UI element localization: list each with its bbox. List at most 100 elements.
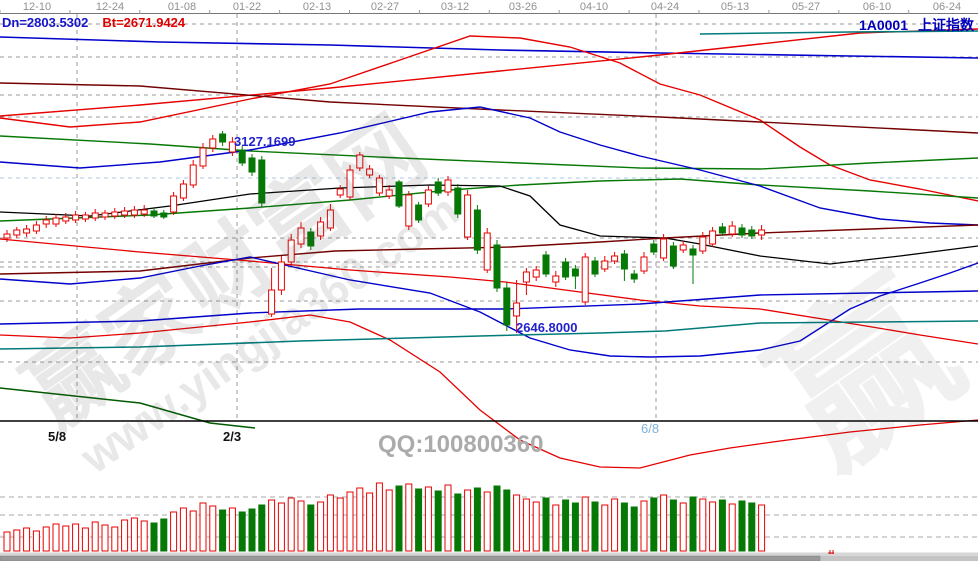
volume-bar — [444, 484, 452, 552]
volume-bar — [13, 529, 21, 552]
candle-body — [611, 255, 619, 262]
volume-bar — [748, 502, 756, 552]
volume-bar — [630, 506, 638, 552]
candle-body — [424, 189, 432, 205]
candle-body — [258, 159, 266, 204]
candle-body — [287, 239, 295, 263]
line-blue-flat — [0, 290, 978, 325]
volume-bar — [699, 498, 707, 552]
candle-body — [32, 224, 40, 232]
candle-body — [23, 228, 31, 234]
candle-body — [248, 157, 256, 173]
indicator-lines — [0, 28, 978, 469]
candle-body — [679, 244, 687, 251]
volume-bar — [346, 491, 354, 552]
volume-bar — [219, 509, 227, 552]
candle-body — [268, 289, 276, 315]
scrollbar-band — [0, 552, 978, 556]
candle-body — [434, 181, 442, 194]
volume-bar — [473, 487, 481, 552]
volume-bar — [356, 487, 364, 552]
candle-body — [444, 179, 452, 193]
volume-bar — [532, 501, 540, 552]
candle-body — [179, 183, 187, 199]
candle-body — [111, 211, 119, 217]
candle-body — [532, 269, 540, 278]
candle-body — [562, 261, 570, 278]
line-maroon-top — [0, 82, 978, 134]
volume-bar — [130, 517, 138, 552]
volume-bar — [522, 498, 530, 552]
volume-bar — [650, 497, 658, 552]
candle-body — [81, 214, 89, 220]
candle-body — [326, 209, 334, 229]
volume-bar — [758, 504, 766, 552]
symbol-label[interactable]: 1A0001 上证指数 — [849, 15, 974, 35]
candle-body — [140, 209, 148, 215]
volume-bar — [179, 507, 187, 552]
volume-bar — [23, 527, 31, 552]
candle-body — [581, 256, 589, 303]
line-blue-arch — [0, 106, 978, 226]
volume-bar — [81, 527, 89, 552]
volume-bar — [111, 526, 119, 552]
candle-body — [473, 209, 481, 251]
axis-date-label: 05-27 — [792, 1, 820, 13]
volume-bar — [170, 511, 178, 552]
volume-bars — [3, 482, 766, 552]
candle-body — [718, 226, 726, 234]
candle-body — [640, 256, 648, 272]
volume-bar — [52, 523, 60, 552]
candle-body — [160, 212, 168, 218]
candle-body — [483, 232, 491, 271]
candle-body — [385, 189, 393, 197]
volume-bar — [62, 525, 70, 552]
candle-body — [669, 245, 677, 267]
axis-date-label: 04-24 — [651, 1, 679, 13]
candle-body — [709, 230, 717, 245]
line-darkgreen-diagonal — [0, 387, 256, 429]
volume-bar — [42, 526, 50, 552]
date-axis: 12-10 12-24 01-08 01-22 02-13 02-27 03-12 03-26… — [0, 1, 978, 14]
candle-body — [454, 187, 462, 215]
volume-bar — [640, 500, 648, 552]
candle-body — [591, 260, 599, 275]
volume-bar — [336, 497, 344, 552]
candle-body — [405, 194, 413, 227]
volume-bar — [375, 482, 383, 552]
line-green-lower — [0, 178, 978, 222]
candle-body — [101, 212, 109, 218]
volume-bar — [326, 494, 334, 552]
candle-body — [42, 219, 50, 225]
line-green-upper — [0, 135, 978, 170]
scrollbar-thumb[interactable] — [0, 555, 821, 561]
volume-bar — [268, 499, 276, 552]
volume-bar — [669, 499, 677, 552]
volume-bar — [121, 519, 129, 552]
volume-bar — [248, 508, 256, 552]
candle-body — [317, 221, 325, 237]
volume-bar — [503, 489, 511, 552]
volume-bar — [287, 497, 295, 552]
candle-body — [366, 168, 374, 176]
volume-bar — [72, 523, 80, 552]
axis-date-label: 03-12 — [441, 1, 469, 13]
volume-bar — [679, 502, 687, 552]
volume-bar — [454, 493, 462, 552]
axis-date-label: 04-10 — [580, 1, 608, 13]
volume-bar — [228, 507, 236, 552]
candle-body — [748, 229, 756, 237]
line-blue-dip — [0, 256, 978, 358]
candle-body — [464, 194, 472, 238]
candle-body — [130, 209, 138, 216]
volume-bar — [160, 518, 168, 552]
candle-body — [503, 287, 511, 326]
line-teal-top — [699, 30, 978, 35]
candle-body — [52, 217, 60, 225]
candle-body — [91, 212, 99, 219]
volume-bar — [189, 510, 197, 552]
candle-body — [209, 138, 217, 149]
indicator-bt-value: Bt=2671.9424 — [102, 15, 186, 30]
annotation-text: 5/8 — [48, 429, 66, 444]
volume-bar — [3, 531, 11, 552]
